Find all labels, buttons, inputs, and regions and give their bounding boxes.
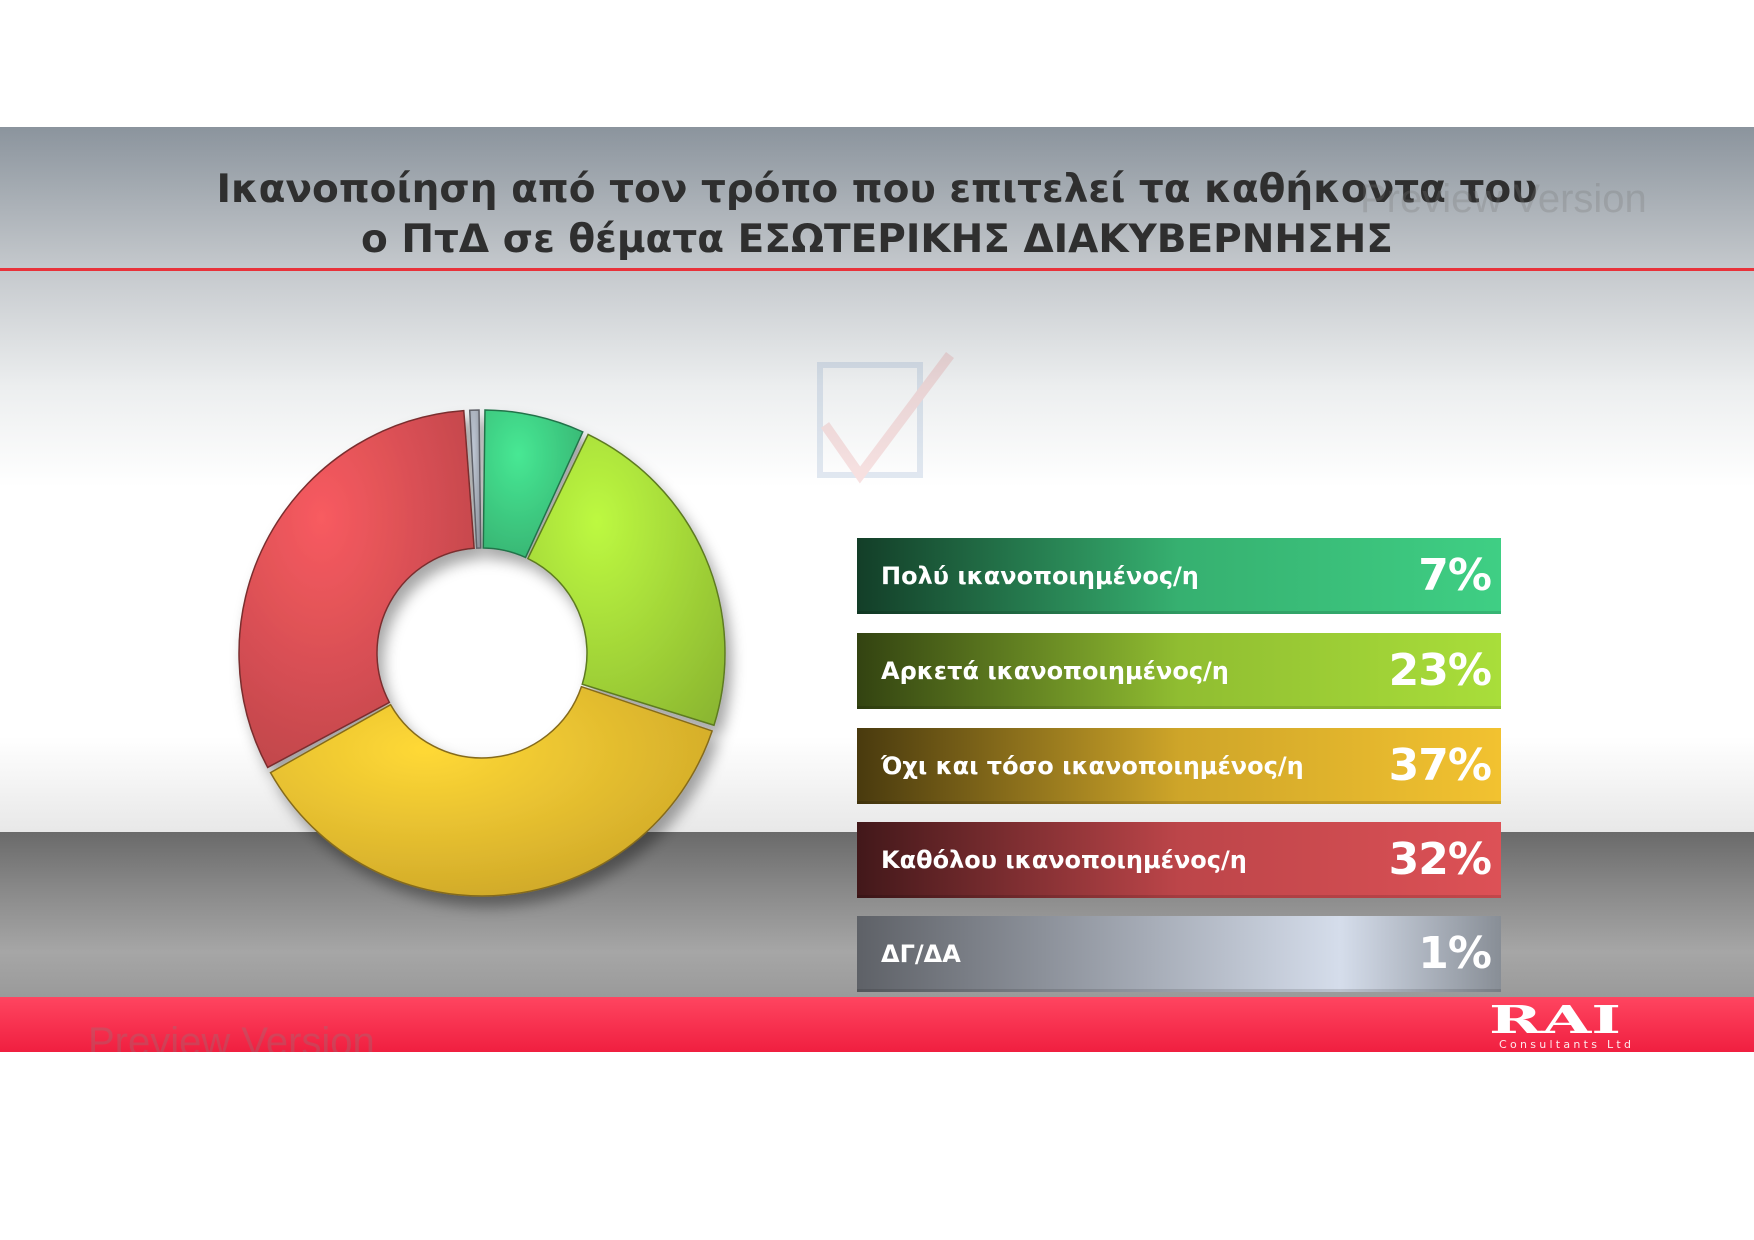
legend-label: Αρκετά ικανοποιημένος/η [881,657,1229,685]
donut-slice-5 [468,409,482,549]
title-line-1: Ικανοποίηση από τον τρόπο που επιτελεί τ… [216,167,1538,212]
logo-text: RAI [1489,999,1621,1042]
donut-slice-1 [482,409,584,559]
legend-value: 32% [1388,834,1492,885]
legend-item-2: Αρκετά ικανοποιημένος/η 23% [857,633,1501,709]
page-title: Ικανοποίηση από τον τρόπο που επιτελεί τ… [0,165,1754,265]
legend-item-3: Όχι και τόσο ικανοποιημένος/η 37% [857,728,1501,804]
legend-label: Καθόλου ικανοποιημένος/η [881,846,1247,874]
legend-item-4: Καθόλου ικανοποιημένος/η 32% [857,822,1501,898]
legend-label: Όχι και τόσο ικανοποιημένος/η [881,752,1304,780]
donut-slices [238,409,726,897]
background-logo-mark [817,352,954,484]
legend-value: 1% [1418,928,1492,979]
rai-logo: RAI Consultants Ltd [1489,999,1631,1051]
legend-item-1: Πολύ ικανοποιημένος/η 7% [857,538,1501,614]
donut-slice-4 [238,409,475,769]
legend-item-5: ΔΓ/ΔΑ 1% [857,916,1501,992]
title-line-2: ο ΠτΔ σε θέματα ΕΣΩΤΕΡΙΚΗΣ ΔΙΑΚΥΒΕΡΝΗΣΗΣ [361,217,1393,262]
donut-slice-2 [526,433,726,727]
legend-value: 7% [1418,550,1492,601]
legend-value: 37% [1388,740,1492,791]
legend-label: ΔΓ/ΔΑ [881,940,961,968]
legend-label: Πολύ ικανοποιημένος/η [881,562,1199,590]
title-rule [0,268,1754,271]
donut-slice-3 [269,685,714,897]
donut-chart [238,409,726,897]
watermark-top: Preview Version [1360,177,1647,221]
bottom-bar [0,997,1754,1052]
slide: Ικανοποίηση από τον τρόπο που επιτελεί τ… [0,127,1754,1052]
legend-value: 23% [1388,645,1492,696]
watermark-bottom: Preview Version [88,1020,375,1052]
